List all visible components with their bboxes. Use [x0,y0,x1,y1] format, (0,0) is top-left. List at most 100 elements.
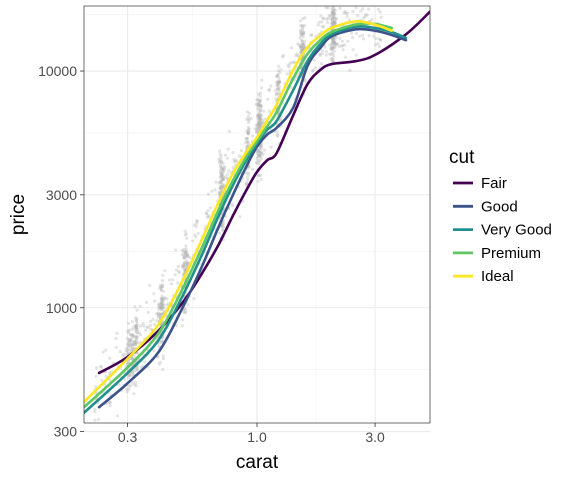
data-point [134,326,138,331]
data-point [160,279,164,283]
data-point [331,40,335,44]
data-point [133,341,137,345]
data-point [195,221,199,225]
data-point [182,262,186,266]
x-tick-label: 3.0 [365,429,385,445]
data-point [131,333,135,337]
data-point [292,60,296,64]
data-point [277,80,281,84]
data-point [301,17,305,21]
data-point [300,42,304,47]
data-point [131,371,135,375]
data-point [330,57,334,61]
data-point [256,103,260,107]
data-point [182,263,186,267]
data-point [219,184,223,189]
data-point [333,16,337,20]
data-point [333,40,337,45]
data-point [183,250,187,254]
data-point [144,328,148,332]
data-point [219,154,223,158]
data-point [234,159,239,163]
data-point [157,362,161,366]
data-point [255,130,259,134]
data-point [135,323,139,327]
data-point [183,256,187,260]
data-point [345,11,350,15]
data-point [247,120,251,124]
data-point [219,157,223,161]
data-point [276,82,280,86]
data-point [258,98,262,103]
data-point [332,42,336,46]
data-point [332,11,336,15]
data-point [275,91,279,95]
data-point [320,24,324,28]
data-point [329,42,334,46]
data-point [296,54,300,58]
data-point [310,33,314,37]
data-point [300,48,304,52]
data-point [328,43,332,47]
data-point [99,365,104,369]
data-point [354,6,358,10]
data-point [282,54,286,58]
data-point [184,251,188,255]
data-point [138,324,143,328]
data-point [165,297,169,301]
data-point [184,310,188,314]
data-point [121,352,126,356]
data-point [256,179,260,183]
data-point [135,368,139,372]
data-point [118,350,122,354]
data-point [309,33,313,37]
data-point [186,261,190,265]
data-point [174,268,178,272]
data-point [348,68,352,72]
data-point [346,0,349,2]
data-point [330,21,334,25]
data-point [129,384,133,388]
data-point [256,123,260,127]
data-point [130,370,135,374]
data-point [333,8,337,12]
data-point [136,351,140,356]
data-point [311,68,315,72]
data-point [267,109,271,113]
data-point [259,114,263,118]
data-point [259,104,264,108]
data-point [336,42,340,46]
data-point [363,15,367,19]
data-point [156,311,160,315]
data-point [245,131,249,135]
data-point [233,159,238,163]
data-point [245,175,250,179]
data-point [127,337,131,342]
data-point [137,331,141,335]
data-point [256,114,260,118]
data-point [329,47,333,51]
data-point [130,343,134,347]
data-point [221,222,225,226]
data-point [159,306,163,310]
data-point [159,314,163,318]
data-point [176,264,180,268]
data-point [259,104,263,108]
data-point [331,39,336,43]
data-point [218,187,222,191]
data-point [225,156,230,160]
data-point [130,346,134,350]
data-point [130,347,134,351]
y-axis: 300 1000 3000 10000 [38,63,84,440]
data-point [108,404,112,408]
data-point [219,180,223,184]
data-point [232,160,236,164]
data-point [185,255,189,259]
data-point [169,282,173,286]
data-point [101,350,105,354]
data-point [139,333,143,337]
data-point [255,98,259,102]
data-point [256,117,260,121]
data-point [130,327,134,331]
data-point [318,52,322,56]
